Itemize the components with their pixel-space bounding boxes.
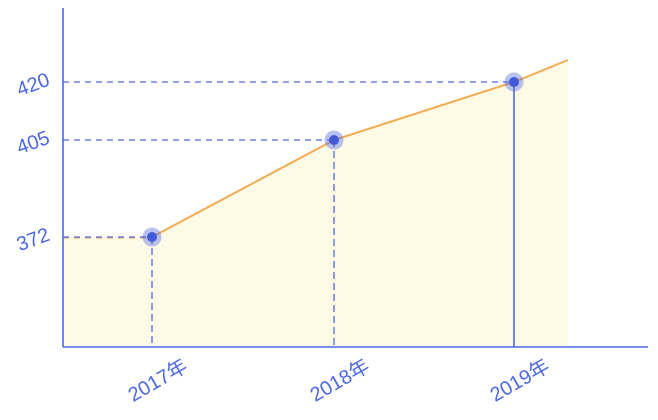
svg-text:420: 420 — [14, 69, 53, 101]
svg-text:405: 405 — [14, 127, 53, 159]
svg-text:2017年: 2017年 — [124, 354, 191, 406]
svg-text:2018年: 2018年 — [306, 354, 373, 406]
svg-text:2019年: 2019年 — [486, 354, 553, 406]
svg-text:372: 372 — [14, 224, 53, 256]
